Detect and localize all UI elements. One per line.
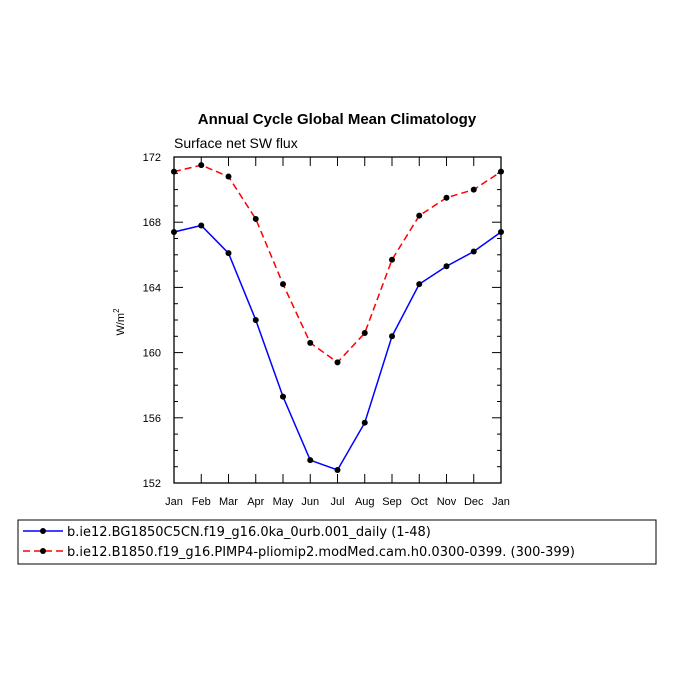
x-tick-label: May [273,496,294,508]
series-point [416,212,423,219]
series-point [307,457,314,464]
x-tick-label: Oct [411,496,428,508]
series-point [280,393,286,400]
series-point [443,263,450,270]
legend: b.ie12.BG1850C5CN.f19_g16.0ka_0urb.001_d… [17,519,657,565]
y-axis-label: W/m2 [112,308,127,336]
series-point [252,317,259,323]
legend-marker-2 [40,548,46,554]
series-point [389,333,395,340]
y-tick-label: 164 [143,282,161,294]
y-tick-label: 172 [143,152,161,164]
series-point [498,228,504,235]
series-point [198,222,205,229]
x-tick-label: Jan [492,496,510,508]
plot-border [173,156,502,484]
x-tick-label: Feb [192,496,211,508]
series-point [198,162,205,169]
series-point [171,228,177,235]
series-point [498,168,504,175]
legend-marker-1 [40,528,46,534]
x-tick-label: Nov [437,496,457,508]
x-tick-label: Sep [382,496,402,508]
series-line [173,224,502,471]
series-2 [171,162,504,366]
y-axis-label-unit: W/m [115,313,127,336]
chart-subtitle: Surface net SW flux [174,135,298,151]
x-tick-label: Jul [330,496,344,508]
series-point [280,281,286,288]
x-tick-label: Jun [301,496,319,508]
series-point [470,248,477,255]
y-axis-label-superscript: 2 [112,308,121,313]
legend-border [17,519,657,565]
series-point [334,466,341,473]
y-tick-label: 160 [143,348,161,360]
plot-area [173,156,502,484]
series-point [361,330,368,337]
y-tick-label: 156 [143,413,161,425]
x-axis: Jan Feb Mar Apr May Jun Jul Aug Sep Oct Nov Dec Jan [165,157,510,508]
series-point [389,256,395,263]
x-tick-label: Aug [355,496,375,508]
x-tick-label: Dec [464,496,484,508]
x-tick-label: Mar [219,496,238,508]
series-point [361,419,368,426]
legend-label-2: b.ie12.B1850.f19_g16.PIMP4-pliomip2.modM… [67,545,575,560]
series-point [171,168,177,175]
chart-title: Annual Cycle Global Mean Climatology [198,111,477,128]
series-point [334,359,341,366]
series-point [470,186,477,193]
y-axis: 152 156 160 164 168 172 [143,152,501,490]
series-point [307,339,314,346]
series-1 [171,222,504,473]
series-point [252,215,259,222]
series-point [225,173,232,180]
x-tick-label: Jan [165,496,183,508]
series-point [443,194,450,201]
legend-label-1: b.ie12.BG1850C5CN.f19_g16.0ka_0urb.001_d… [67,525,431,540]
x-tick-label: Apr [247,496,264,508]
series-point [225,250,232,257]
y-tick-label: 168 [143,217,161,229]
series-layer [171,162,504,473]
series-point [416,281,423,288]
y-tick-label: 152 [143,478,161,490]
